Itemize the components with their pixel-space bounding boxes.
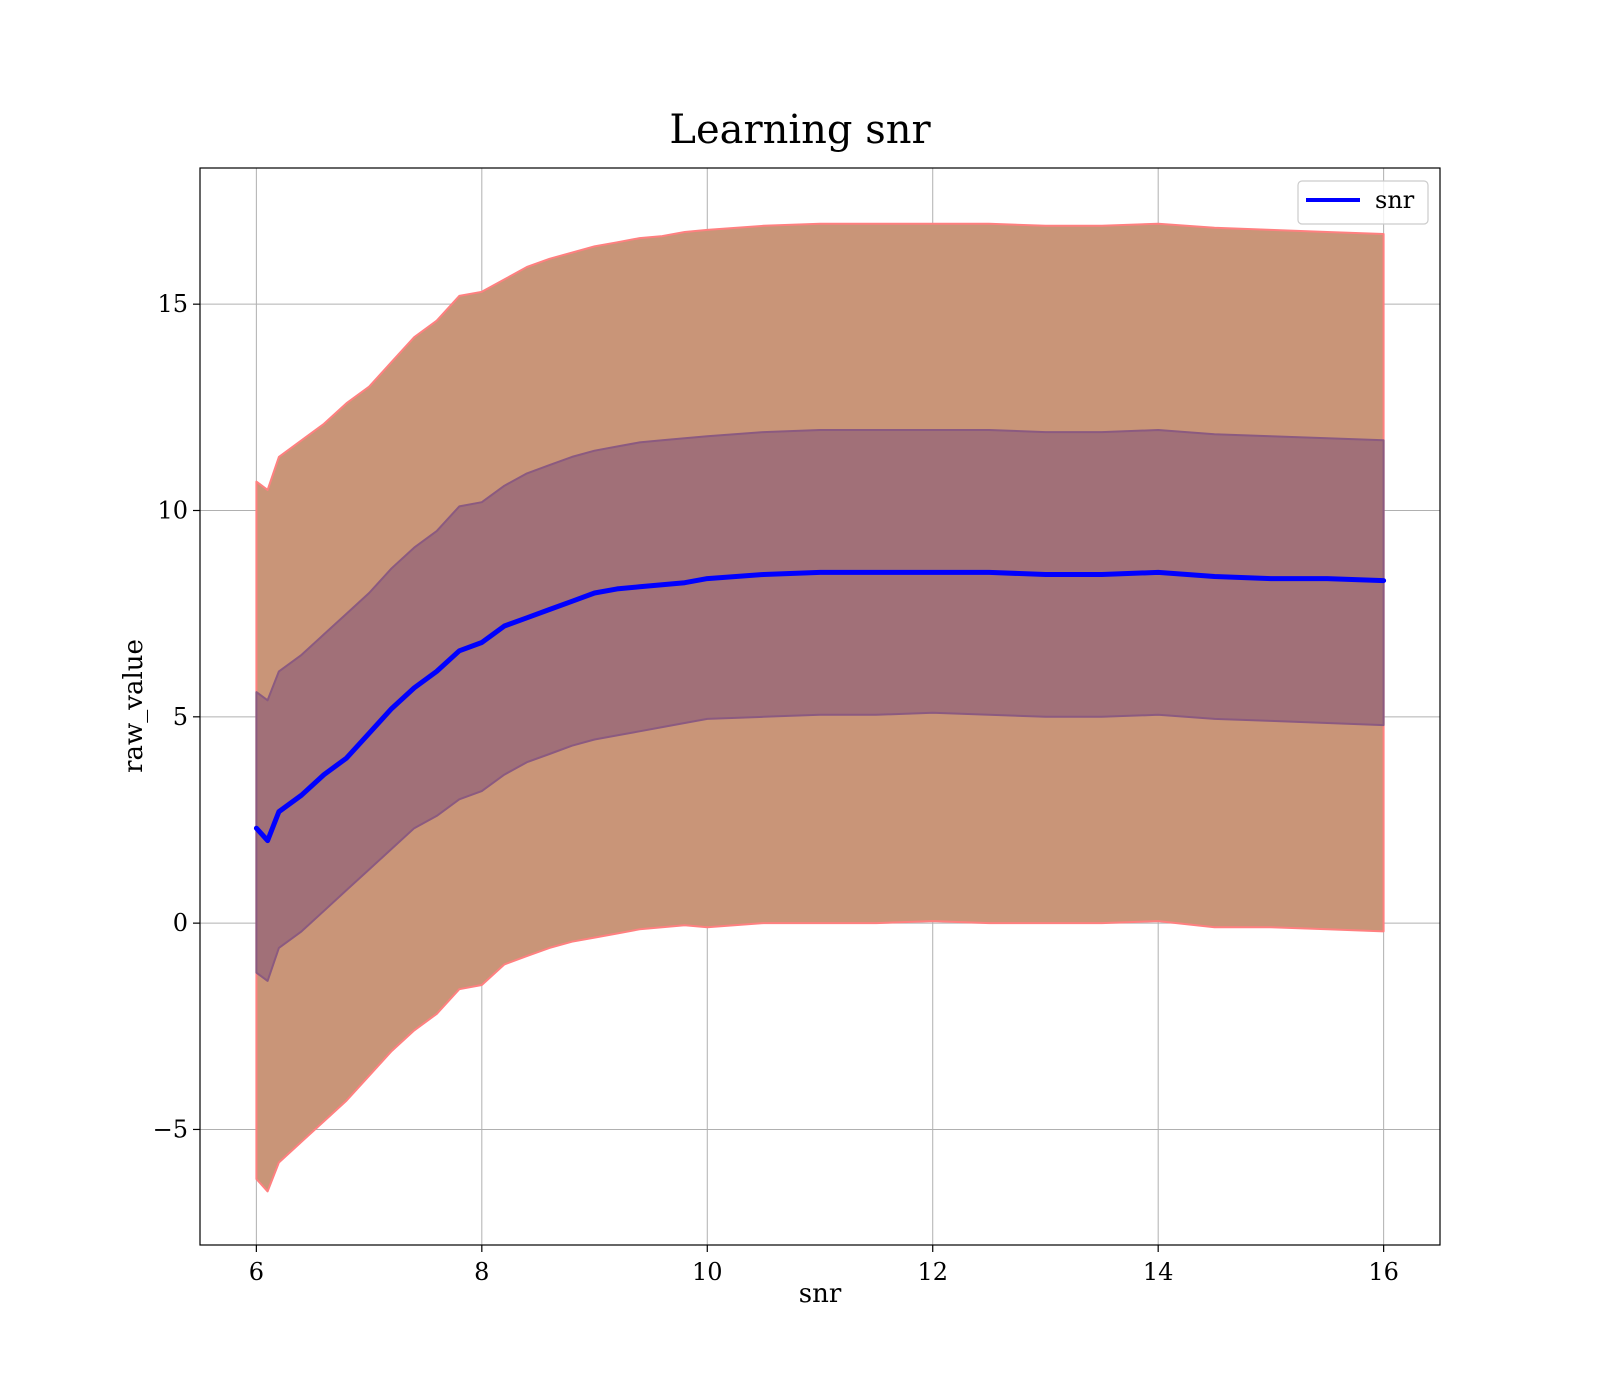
x-axis-label: snr — [799, 1279, 842, 1309]
x-tick-label: 6 — [249, 1258, 264, 1286]
y-tick-label: 0 — [173, 909, 188, 937]
x-tick-label: 16 — [1368, 1258, 1399, 1286]
y-tick-label: 10 — [157, 496, 188, 524]
legend: snr — [1297, 180, 1429, 225]
x-tick-label: 10 — [692, 1258, 723, 1286]
legend-label-snr: snr — [1375, 186, 1415, 214]
y-axis-label: raw_value — [119, 639, 149, 773]
plot-frame — [199, 167, 1441, 1246]
inner-band — [255, 429, 1385, 982]
y-tick-label: 15 — [157, 290, 188, 318]
series — [253, 569, 1387, 844]
chart-title: Learning snr — [669, 107, 931, 153]
x-tick-label: 14 — [1143, 1258, 1174, 1286]
x-tick-label: 8 — [474, 1258, 489, 1286]
y-tick-label: 5 — [173, 703, 188, 731]
bands — [255, 222, 1385, 1193]
y-tick-label: −5 — [153, 1115, 188, 1143]
ticks: 6 8 10 12 14 16 −5 0 5 10 15 — [153, 290, 1399, 1286]
series-line-snr — [253, 569, 1387, 844]
x-tick-label: 12 — [917, 1258, 948, 1286]
legend-box — [1297, 180, 1429, 225]
